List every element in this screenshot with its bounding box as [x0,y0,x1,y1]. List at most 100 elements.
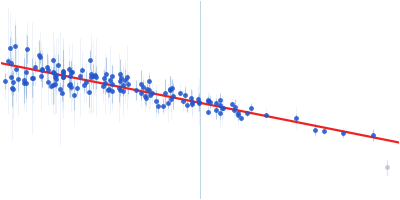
Point [66,83,73,86]
Point [216,103,223,106]
Point [212,101,219,104]
Point [52,82,58,86]
Point [52,76,58,79]
Point [12,44,18,47]
Point [232,105,238,109]
Point [68,70,74,73]
Point [155,104,162,107]
Point [384,166,390,169]
Point [29,76,35,79]
Point [51,72,58,75]
Point [68,86,74,89]
Point [20,82,27,85]
Point [107,79,114,82]
Point [117,72,123,75]
Point [52,77,59,81]
Point [66,75,73,78]
Point [217,98,224,101]
Point [59,91,65,95]
Point [124,83,131,86]
Point [103,73,109,76]
Point [229,102,235,105]
Point [100,85,106,88]
Point [217,112,224,115]
Point [168,97,174,100]
Point [160,104,166,108]
Point [140,85,146,88]
Point [50,70,56,73]
Point [8,87,15,90]
Point [81,84,88,87]
Point [53,74,59,77]
Point [231,109,237,112]
Point [235,114,241,117]
Point [123,75,130,78]
Point [74,86,80,90]
Point [167,87,174,90]
Point [321,130,327,133]
Point [189,102,195,105]
Point [59,71,66,74]
Point [181,93,188,96]
Point [66,83,72,86]
Point [142,95,148,98]
Point [118,77,125,80]
Point [93,76,100,79]
Point [90,75,96,78]
Point [167,89,173,92]
Point [133,89,140,92]
Point [109,74,115,78]
Point [44,65,50,68]
Point [86,59,93,62]
Point [36,55,43,58]
Point [60,76,66,79]
Point [207,100,214,104]
Point [45,81,52,84]
Point [101,77,108,80]
Point [22,82,29,85]
Point [5,59,11,62]
Point [219,106,226,109]
Point [10,87,16,91]
Point [48,84,54,87]
Point [60,72,66,76]
Point [165,102,172,105]
Point [88,76,94,79]
Point [205,99,211,102]
Point [204,99,211,102]
Point [59,76,66,79]
Point [109,89,116,92]
Point [30,77,36,80]
Point [109,83,115,86]
Point [194,97,201,101]
Point [8,61,14,65]
Point [21,79,28,82]
Point [138,92,144,95]
Point [102,82,108,85]
Point [149,92,156,95]
Point [116,86,122,89]
Point [14,78,21,81]
Point [32,65,38,68]
Point [117,89,123,92]
Point [147,93,153,96]
Point [36,53,42,57]
Point [55,64,61,67]
Point [10,80,16,83]
Point [235,112,242,115]
Point [145,89,152,92]
Point [122,78,128,81]
Point [196,100,202,103]
Point [188,96,194,99]
Point [219,107,226,110]
Point [7,46,13,49]
Point [146,79,153,83]
Point [38,67,45,70]
Point [189,100,196,104]
Point [57,87,63,90]
Point [153,99,159,103]
Point [92,73,98,76]
Point [177,91,183,94]
Point [70,93,77,97]
Point [8,75,15,78]
